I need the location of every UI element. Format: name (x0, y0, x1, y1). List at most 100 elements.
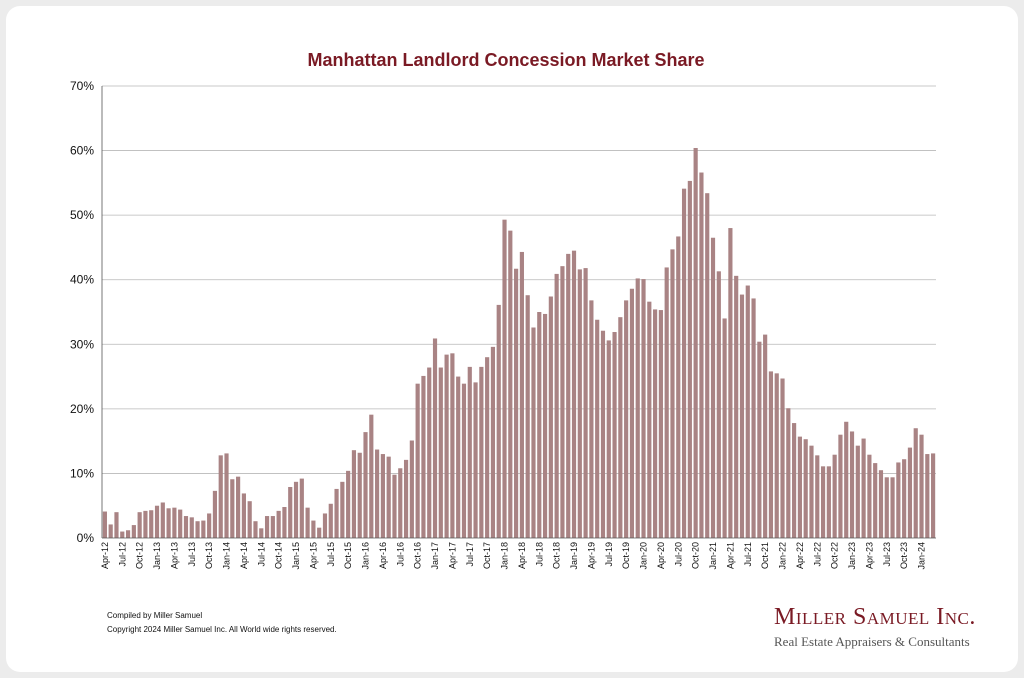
bar (322, 513, 328, 538)
bar (398, 468, 403, 538)
bar (554, 273, 559, 538)
x-tick-label: Jul-21 (743, 542, 753, 567)
bar (241, 493, 246, 538)
bar (282, 507, 287, 538)
x-axis-ticks: Apr-12 Jul-12 Oct-12 Jan-13 Apr-13 Jul-13 Oct-… (100, 542, 927, 570)
bar (131, 525, 136, 538)
x-tick-label: Jan-14 (222, 542, 232, 570)
bar (566, 253, 571, 538)
bar (797, 436, 802, 538)
bar (143, 510, 148, 538)
x-tick-label: Apr-15 (308, 542, 318, 569)
brand-logo-name: Miller Samuel Inc. (774, 604, 976, 630)
bar (589, 300, 594, 538)
bar (247, 501, 252, 538)
bar (514, 268, 519, 538)
bar (207, 513, 212, 538)
bar (531, 327, 536, 538)
bar (670, 249, 675, 538)
bar (473, 382, 478, 538)
x-tick-label: Jul-14 (256, 542, 266, 567)
x-tick-label: Oct-20 (691, 542, 701, 569)
bar (635, 278, 640, 538)
bar (461, 383, 467, 538)
bar (305, 507, 310, 538)
brand-tagline: Real Estate Appraisers & Consultants (774, 634, 970, 649)
x-tick-label: Apr-18 (517, 542, 527, 569)
bar (334, 488, 339, 538)
x-tick-label: Apr-13 (169, 542, 179, 569)
x-tick-label: Oct-19 (621, 542, 631, 569)
bar (160, 502, 165, 538)
bar (125, 530, 131, 538)
bar (896, 462, 901, 538)
bar (902, 459, 907, 538)
x-tick-label: Jan-23 (847, 542, 857, 570)
bar (259, 528, 264, 538)
x-tick-label: Jan-22 (778, 542, 788, 570)
bar (270, 516, 275, 538)
bar (392, 474, 397, 538)
bar (276, 510, 281, 538)
bar (195, 521, 200, 538)
bar (508, 230, 513, 538)
x-tick-label: Apr-19 (586, 542, 596, 569)
bar (618, 317, 623, 538)
bar (490, 346, 496, 538)
x-tick-label: Jul-20 (673, 542, 683, 567)
bar (340, 481, 345, 538)
bar (826, 466, 831, 538)
bar (624, 300, 629, 538)
bar (844, 421, 849, 538)
bar (809, 445, 814, 538)
bar (629, 288, 635, 538)
compiled-by-text: Compiled by Miller Samuel (107, 611, 203, 620)
bar (450, 353, 455, 538)
bar (288, 486, 293, 538)
bar (108, 524, 113, 538)
bar (421, 375, 426, 538)
bar (102, 511, 107, 538)
x-tick-label: Apr-20 (656, 542, 666, 569)
bar (571, 250, 577, 538)
bar (409, 440, 414, 538)
bar (606, 340, 611, 538)
chart-title: Manhattan Landlord Concession Market Sha… (307, 50, 705, 70)
bar (751, 298, 756, 538)
bar (467, 366, 472, 538)
bar (444, 354, 449, 538)
bar (838, 434, 843, 538)
x-tick-label: Jan-15 (291, 542, 301, 570)
bar (664, 267, 669, 538)
x-tick-label: Oct-14 (274, 542, 284, 569)
bar (519, 251, 524, 538)
x-tick-label: Jan-17 (430, 542, 440, 570)
x-tick-label: Apr-14 (239, 542, 249, 569)
bar (676, 236, 681, 539)
bar (867, 454, 872, 538)
x-tick-label: Jul-13 (187, 542, 197, 567)
bar (728, 228, 733, 539)
y-tick-label: 60% (70, 144, 94, 158)
x-tick-label: Apr-21 (725, 542, 735, 569)
x-tick-label: Oct-16 (413, 542, 423, 569)
bar (328, 503, 333, 538)
bar (253, 521, 258, 538)
y-tick-label: 50% (70, 208, 94, 222)
bar (925, 454, 930, 538)
bar (172, 507, 177, 538)
x-tick-label: Oct-18 (552, 542, 562, 569)
bar (311, 520, 316, 538)
x-tick-label: Jul-22 (812, 542, 822, 567)
x-tick-label: Jan-24 (917, 542, 927, 570)
bar (832, 454, 837, 538)
x-tick-label: Apr-12 (100, 542, 110, 569)
bar (166, 508, 171, 538)
x-tick-label: Jan-19 (569, 542, 579, 570)
bar (768, 371, 774, 538)
bar (432, 338, 438, 538)
bar (542, 313, 548, 538)
bars (102, 147, 936, 539)
bar (849, 431, 855, 538)
bar (803, 439, 808, 538)
